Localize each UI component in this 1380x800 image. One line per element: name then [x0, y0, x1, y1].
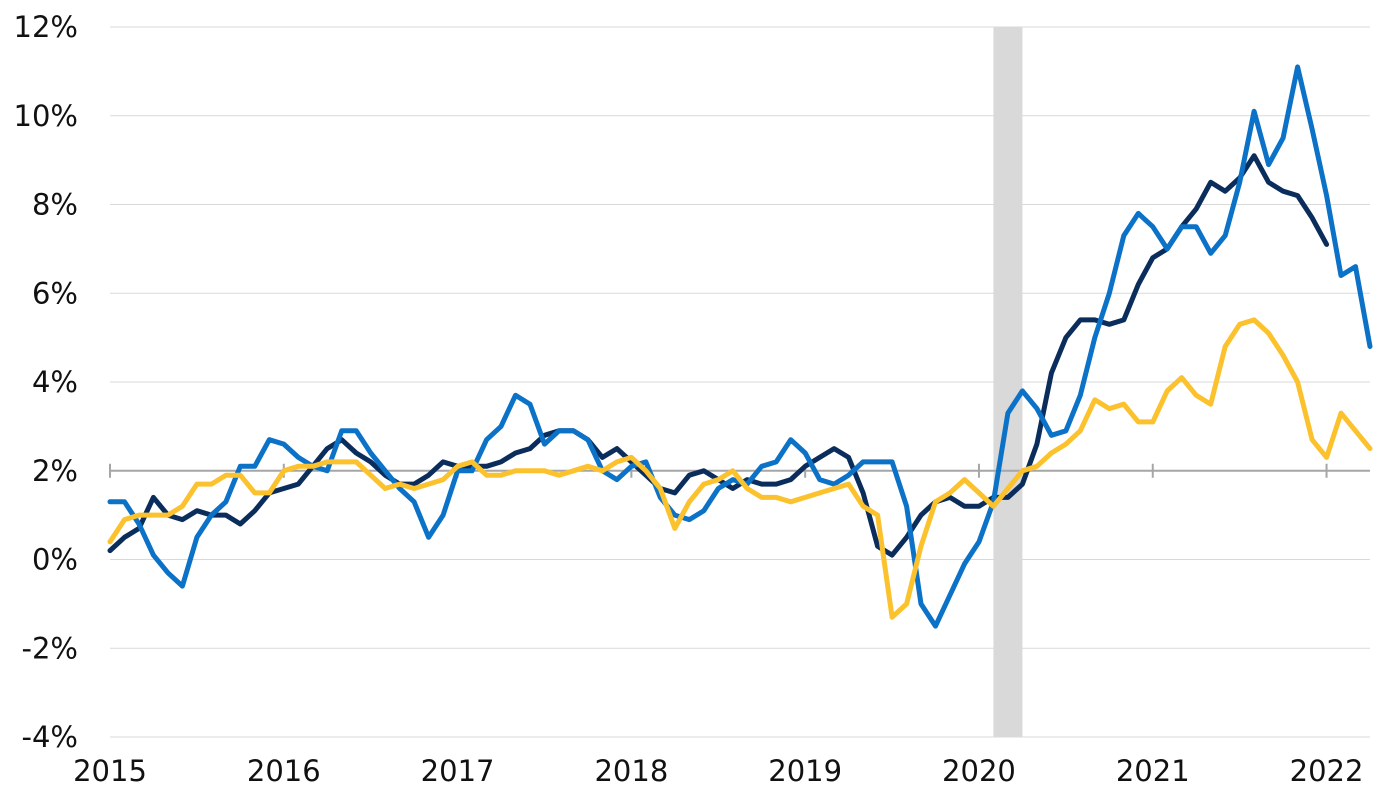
series-layer [107, 64, 1373, 629]
grid-layer [109, 26, 1370, 738]
x-axis-labels: 2015 2016 2017 2018 2019 2020 2021 2022 [73, 754, 1363, 788]
series-line-3 [107, 317, 1373, 620]
x-tick-label: 2021 [1116, 754, 1190, 788]
y-tick-label: 2% [32, 454, 78, 488]
y-tick-label: 4% [32, 365, 78, 399]
x-tick-label: 2016 [247, 754, 321, 788]
x-tick-label: 2017 [421, 754, 495, 788]
y-tick-label: 12% [14, 10, 78, 44]
y-axis-labels: -4% -2% 0% 2% 4% 6% 8% 10% 12% [14, 10, 78, 754]
series-line-2 [107, 64, 1373, 629]
x-tick-label: 2022 [1290, 754, 1364, 788]
y-tick-label: 0% [32, 543, 78, 577]
y-tick-label: 8% [32, 188, 78, 222]
y-tick-label: -2% [22, 631, 78, 665]
y-tick-label: 10% [14, 99, 78, 133]
x-tick-label: 2019 [768, 754, 842, 788]
x-tick-label: 2018 [594, 754, 668, 788]
x-tick-label: 2020 [942, 754, 1016, 788]
y-tick-label: 6% [32, 276, 78, 310]
x-tick-label: 2015 [73, 754, 147, 788]
y-tick-label: -4% [22, 720, 78, 754]
